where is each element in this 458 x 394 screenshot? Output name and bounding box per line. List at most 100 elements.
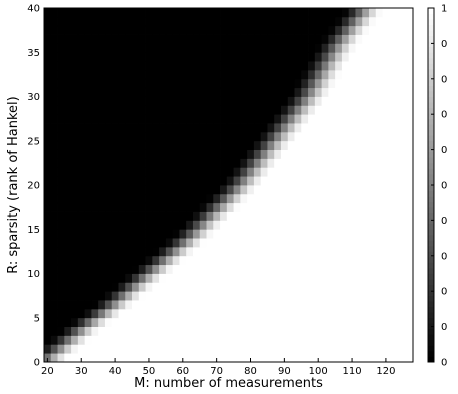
heatmap-cell: [44, 300, 52, 310]
heatmap-cell: [118, 105, 126, 115]
heatmap-cell: [240, 317, 248, 327]
heatmap-cell: [145, 326, 153, 336]
heatmap-cell: [125, 87, 133, 97]
heatmap-cell: [57, 96, 65, 106]
heatmap-cell: [138, 43, 146, 53]
heatmap-cell: [355, 335, 363, 345]
heatmap-cell: [192, 326, 201, 336]
heatmap-cell: [280, 123, 289, 133]
heatmap-cell: [233, 229, 241, 239]
heatmap-cell: [172, 43, 180, 53]
heatmap-cell: [328, 220, 336, 230]
heatmap-cell: [335, 344, 343, 354]
heatmap-cell: [267, 264, 275, 274]
heatmap-cell: [118, 34, 126, 44]
heatmap-cell: [301, 25, 309, 35]
heatmap-cell: [111, 52, 119, 62]
heatmap-cell: [274, 308, 282, 319]
heatmap-cell: [328, 43, 336, 53]
heatmap-cell: [335, 335, 343, 345]
heatmap-cell: [186, 211, 194, 221]
heatmap-cell: [213, 87, 221, 97]
heatmap-cell: [308, 87, 316, 97]
heatmap-cell: [145, 255, 153, 266]
heatmap-cell: [165, 16, 174, 27]
heatmap-cell: [375, 167, 383, 177]
heatmap-cell: [44, 308, 52, 319]
heatmap-cell: [179, 202, 187, 212]
heatmap-cell: [50, 8, 58, 18]
heatmap-cell: [199, 282, 207, 292]
heatmap-cell: [341, 52, 350, 62]
heatmap-cell: [152, 25, 160, 35]
heatmap-cell: [308, 344, 316, 354]
heatmap-cell: [287, 61, 295, 71]
heatmap-cell: [186, 87, 194, 97]
heatmap-cell: [165, 167, 174, 177]
heatmap-cell: [159, 353, 167, 363]
colorbar-swatch: [428, 24, 434, 31]
heatmap-cell: [91, 140, 99, 150]
heatmap-cell: [260, 353, 268, 363]
heatmap-cell: [280, 282, 289, 292]
heatmap-cell: [348, 185, 356, 195]
heatmap-cell: [57, 52, 65, 62]
heatmap-cell: [260, 131, 268, 142]
heatmap-cell: [240, 61, 248, 71]
heatmap-cell: [382, 282, 390, 292]
heatmap-cell: [132, 238, 140, 248]
heatmap-cell: [118, 52, 126, 62]
heatmap-cell: [132, 211, 140, 221]
heatmap-cell: [125, 114, 133, 124]
heatmap-cell: [132, 52, 140, 62]
heatmap-cell: [382, 69, 390, 80]
heatmap-cell: [199, 176, 207, 186]
heatmap-cell: [71, 353, 79, 363]
heatmap-cell: [172, 273, 180, 283]
heatmap-cell: [260, 282, 268, 292]
heatmap-cell: [382, 229, 390, 239]
heatmap-cell: [314, 255, 322, 266]
heatmap-cell: [348, 167, 356, 177]
heatmap-cell: [145, 344, 153, 354]
heatmap-cell: [321, 123, 329, 133]
heatmap-cell: [233, 16, 241, 27]
heatmap-cell: [280, 69, 289, 80]
heatmap-cell: [71, 78, 79, 89]
heatmap-cell: [50, 335, 58, 345]
heatmap-cell: [233, 211, 241, 221]
heatmap-cell: [64, 167, 72, 177]
heatmap-cell: [335, 158, 343, 168]
heatmap-cell: [375, 25, 383, 35]
x-tick-label: 60: [176, 366, 189, 377]
heatmap-cell: [253, 291, 262, 301]
heatmap-cell: [172, 335, 180, 345]
heatmap-cell: [294, 69, 302, 80]
heatmap-cell: [77, 34, 86, 44]
heatmap-cell: [172, 140, 180, 150]
heatmap-cell: [260, 317, 268, 327]
heatmap-cell: [220, 185, 228, 195]
heatmap-cell: [64, 61, 72, 71]
heatmap-cell: [84, 326, 92, 336]
heatmap-cell: [165, 61, 174, 71]
heatmap-cell: [308, 220, 316, 230]
heatmap-cell: [389, 114, 397, 124]
heatmap-cell: [355, 114, 363, 124]
heatmap-cell: [192, 238, 201, 248]
heatmap-cell: [179, 229, 187, 239]
heatmap-cell: [355, 353, 363, 363]
heatmap-cell: [362, 25, 370, 35]
heatmap-cell: [280, 273, 289, 283]
heatmap-cell: [226, 353, 234, 363]
heatmap-cell: [98, 105, 106, 115]
heatmap-cell: [247, 8, 255, 18]
heatmap-cell: [402, 149, 411, 159]
heatmap-cell: [145, 202, 153, 212]
heatmap-cell: [240, 158, 248, 168]
heatmap-cell: [362, 78, 370, 89]
heatmap-cell: [287, 140, 295, 150]
heatmap-cell: [199, 87, 207, 97]
heatmap-cell: [111, 317, 119, 327]
heatmap-cell: [192, 140, 201, 150]
